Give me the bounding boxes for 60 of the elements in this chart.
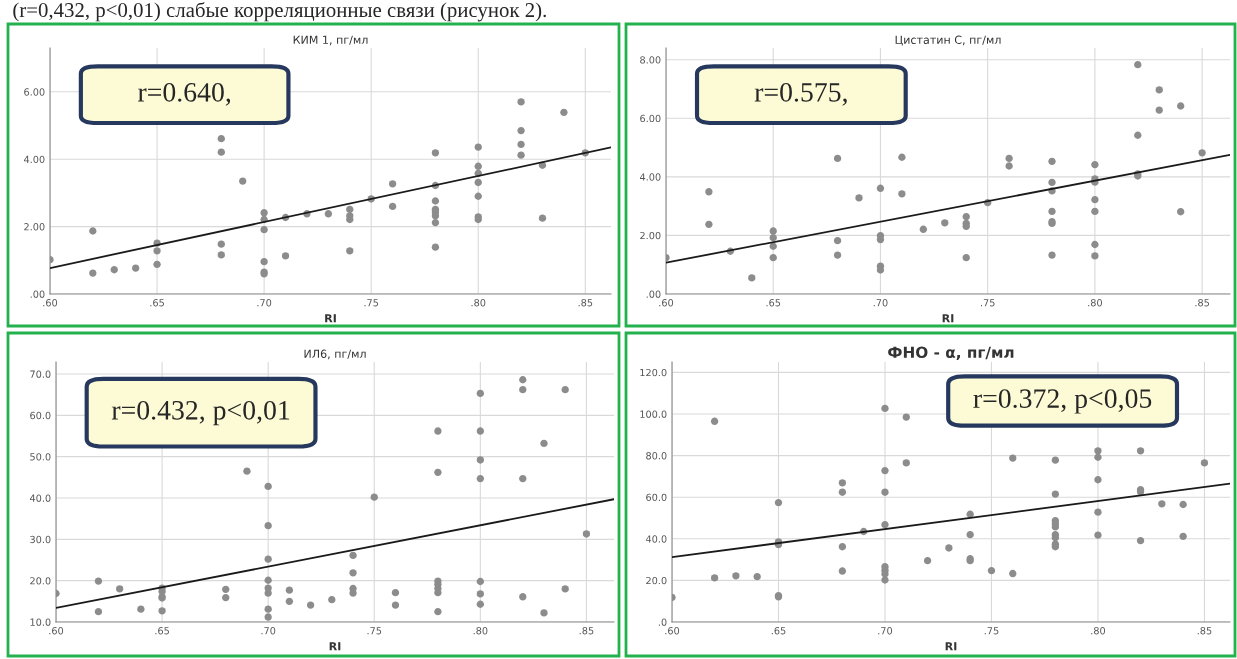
annotation: r=0.432, p<0,01 — [111, 400, 290, 426]
x-tick-label: .60 — [49, 627, 64, 635]
x-tick-label: .85 — [579, 627, 594, 635]
x-axis-title: RI — [325, 314, 336, 323]
annotation: r=0.372, p<0,05 — [973, 389, 1152, 414]
x-tick-label: .70 — [261, 627, 276, 635]
y-tick-label: 4.00 — [639, 173, 661, 181]
text: (r=0,432, p<0,01) слабые корреляционные связи (рисунок 2). — [13, 2, 546, 22]
annotation: r=0.640, — [138, 82, 231, 106]
x-tick-label: .60 — [43, 299, 58, 307]
chart-title: ИЛ6, пг/мл — [304, 349, 366, 360]
x-axis-title: RI — [942, 314, 954, 323]
x-tick-label: .65 — [155, 627, 169, 635]
y-tick-label: 4.00 — [23, 155, 45, 164]
x-tick-label: .80 — [1088, 299, 1102, 307]
y-tick-label: 70.0 — [30, 370, 51, 378]
x-axis-title: RI — [945, 642, 957, 651]
y-tick-label: 8.00 — [640, 56, 661, 64]
x-tick-label: .65 — [150, 299, 164, 307]
y-tick-label: 40.0 — [645, 535, 667, 543]
y-tick-label: 10.0 — [30, 618, 51, 626]
x-tick-label: .60 — [659, 299, 674, 307]
x-tick-label: .85 — [578, 299, 593, 307]
x-tick-label: .70 — [873, 299, 888, 307]
x-tick-label: .80 — [1091, 627, 1106, 635]
x-tick-label: .75 — [364, 299, 379, 307]
y-tick-label: 6.00 — [640, 114, 661, 123]
chart-title: КИМ 1, пг/мл — [293, 35, 368, 46]
y-tick-label: 40.0 — [29, 494, 51, 502]
x-tick-label: .65 — [766, 299, 781, 307]
x-tick-label: .70 — [878, 627, 893, 635]
y-tick-label: .0 — [658, 618, 667, 626]
x-tick-label: .85 — [1195, 299, 1209, 307]
x-tick-label: .80 — [471, 299, 486, 307]
y-tick-label: 60.0 — [30, 411, 51, 420]
y-tick-label: 100.0 — [640, 410, 667, 418]
y-tick-label: 50.0 — [30, 453, 51, 461]
y-tick-label: 20.0 — [646, 576, 667, 585]
y-tick-label: 2.00 — [640, 231, 661, 240]
x-tick-label: .75 — [984, 627, 999, 635]
y-tick-label: 120.0 — [640, 368, 667, 377]
x-tick-label: .80 — [473, 627, 488, 635]
y-tick-label: 20.0 — [30, 577, 51, 585]
x-tick-label: .75 — [980, 299, 995, 307]
chart-title: Цистатин С, пг/мл — [895, 35, 1001, 46]
y-tick-label: 60.0 — [646, 493, 667, 502]
annotation: r=0.575, — [754, 82, 847, 106]
x-tick-label: .65 — [771, 627, 786, 635]
y-tick-label: 80.0 — [646, 452, 667, 460]
y-tick-label: 6.00 — [24, 88, 45, 96]
y-tick-label: 30.0 — [30, 535, 51, 544]
y-tick-label: .00 — [30, 290, 45, 298]
y-tick-label: .00 — [646, 290, 661, 298]
x-tick-label: .85 — [1197, 627, 1212, 635]
chart-title: ФНО - α, пг/мл — [888, 346, 1014, 360]
x-axis-title: RI — [329, 642, 341, 651]
x-tick-label: .60 — [665, 627, 680, 635]
x-tick-label: .70 — [257, 299, 272, 307]
x-tick-label: .75 — [367, 627, 382, 635]
y-tick-label: 2.00 — [24, 223, 45, 231]
